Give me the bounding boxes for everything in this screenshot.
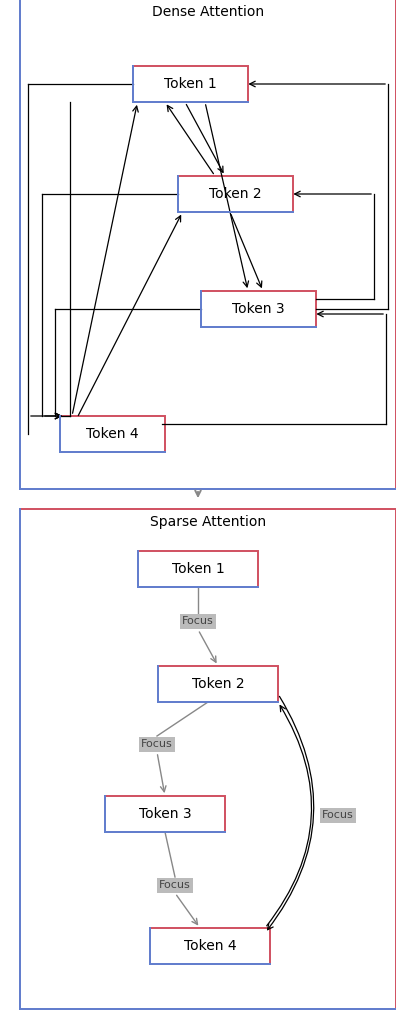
Text: Focus: Focus — [141, 739, 173, 749]
Text: Focus: Focus — [322, 810, 354, 820]
Bar — [180, 614, 216, 629]
Text: Token 1: Token 1 — [164, 77, 216, 91]
Text: Token 1: Token 1 — [171, 562, 225, 575]
Bar — [177, 176, 293, 212]
Bar — [320, 808, 356, 822]
Text: Token 4: Token 4 — [86, 427, 138, 441]
Text: Focus: Focus — [159, 880, 191, 890]
Text: Token 2: Token 2 — [209, 187, 261, 201]
Text: Token 4: Token 4 — [184, 939, 236, 953]
Bar — [138, 551, 258, 587]
Bar — [158, 666, 278, 702]
Bar — [150, 928, 270, 964]
Text: Token 3: Token 3 — [232, 302, 284, 316]
Bar — [139, 736, 175, 752]
Text: Focus: Focus — [182, 616, 214, 627]
Text: Token 2: Token 2 — [192, 677, 244, 691]
Bar — [59, 416, 164, 452]
Bar — [200, 291, 316, 327]
Bar — [20, 0, 396, 489]
Text: Sparse Attention: Sparse Attention — [150, 515, 266, 529]
Text: Token 3: Token 3 — [139, 807, 191, 821]
Text: Dense Attention: Dense Attention — [152, 5, 264, 19]
Bar — [20, 509, 396, 1009]
Bar — [133, 66, 248, 102]
Bar — [157, 878, 193, 893]
Bar — [105, 796, 225, 831]
